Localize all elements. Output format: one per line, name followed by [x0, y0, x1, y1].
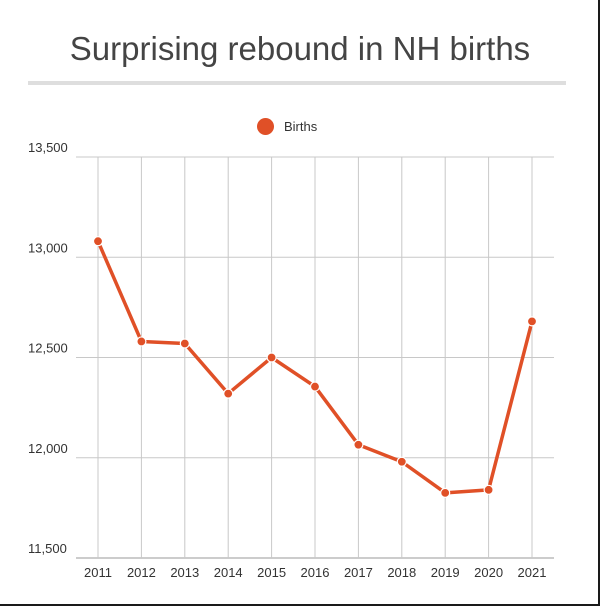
data-point: [309, 381, 321, 392]
x-tick-label: 2012: [127, 565, 156, 580]
data-point: [526, 316, 538, 327]
data-point: [353, 439, 364, 450]
y-tick-label: 13,000: [28, 240, 68, 255]
legend: Births: [257, 118, 317, 135]
data-point: [92, 236, 104, 247]
data-point: [136, 336, 147, 347]
x-tick-label: 2017: [344, 565, 373, 580]
data-point: [440, 487, 451, 498]
legend-swatch-births: [257, 118, 274, 135]
chart-title: Surprising rebound in NH births: [69, 30, 531, 67]
data-point: [483, 484, 494, 495]
y-tick-label: 12,500: [28, 341, 68, 356]
x-tick-label: 2016: [301, 565, 330, 580]
legend-label-births: Births: [284, 119, 318, 134]
x-tick-label: 2011: [84, 565, 112, 580]
x-tick-label: 2019: [431, 565, 460, 580]
x-tick-label: 2013: [170, 565, 199, 580]
x-tick-label: 2014: [214, 565, 243, 580]
x-tick-label: 2020: [474, 565, 503, 580]
x-tick-label: 2018: [387, 565, 416, 580]
x-tick-label: 2015: [257, 565, 286, 580]
y-tick-label: 13,500: [28, 140, 68, 155]
y-tick-label: 11,500: [28, 541, 67, 556]
x-tick-label: 2021: [518, 565, 547, 580]
title-divider: [28, 81, 566, 85]
data-point: [396, 456, 407, 467]
y-tick-label: 12,000: [28, 441, 68, 456]
data-point: [179, 338, 190, 349]
data-point: [266, 352, 277, 363]
data-point: [223, 388, 234, 399]
